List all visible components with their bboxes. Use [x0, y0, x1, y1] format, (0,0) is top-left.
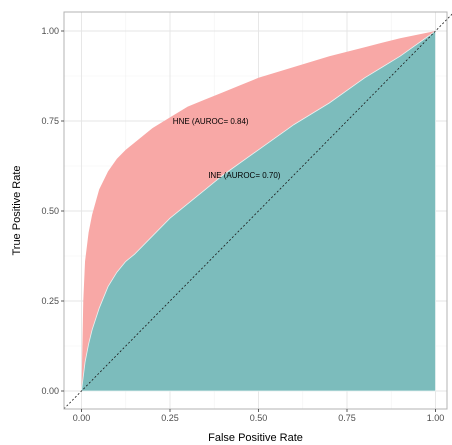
annotations: HNE (AUROC= 0.84) INE (AUROC= 0.70): [173, 117, 281, 180]
y-tick-label: 1.00: [41, 26, 59, 36]
y-tick-label: 0.75: [41, 116, 59, 126]
reference-diagonal-line: [63, 13, 452, 410]
x-tick-label: 0.50: [250, 413, 268, 423]
x-tick-label: 0.00: [73, 413, 91, 423]
x-tick-label: 1.00: [427, 413, 445, 423]
diagonal-reference: [63, 13, 452, 410]
y-tick-label: 0.00: [41, 386, 59, 396]
ine-auroc-label: INE (AUROC= 0.70): [208, 171, 281, 180]
x-tick-label: 0.75: [338, 413, 356, 423]
panel-border: [63, 11, 448, 410]
y-axis-title: True Positive Rate: [11, 165, 23, 255]
hne-auroc-label: HNE (AUROC= 0.84): [173, 117, 249, 126]
x-axis-title: False Positive Rate: [208, 432, 303, 444]
y-tick-label: 0.25: [41, 296, 59, 306]
axis-ticks: 0.00 0.25 0.50 0.75 1.00 0.00 0.25 0.50 0.75 1.00: [41, 26, 444, 423]
x-tick-label: 0.25: [161, 413, 179, 423]
y-tick-label: 0.50: [41, 206, 59, 216]
